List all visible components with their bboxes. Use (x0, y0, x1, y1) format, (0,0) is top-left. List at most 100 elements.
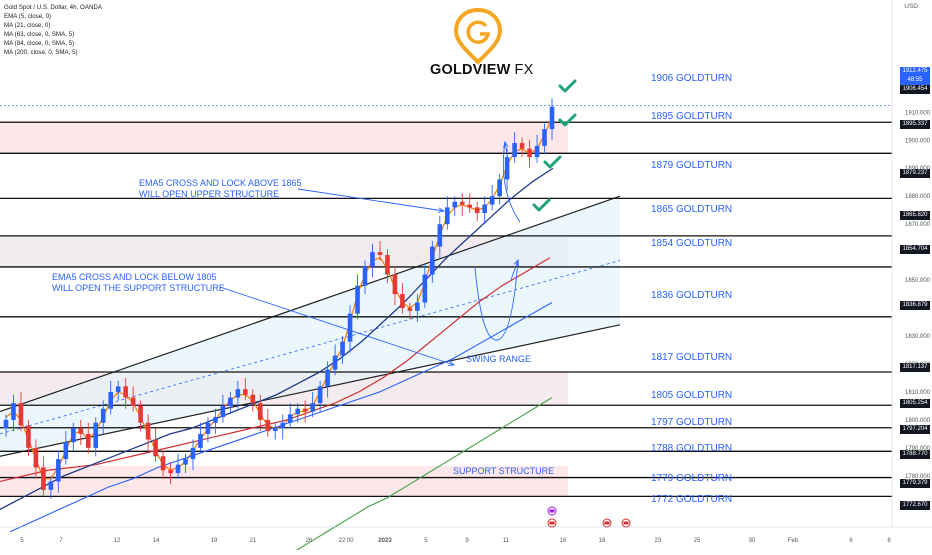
retest-curve-tip-head (503, 140, 509, 148)
bar-countdown: 48:55 (907, 77, 923, 83)
candle-body (138, 405, 143, 423)
candle-body (549, 106, 555, 130)
check-mark-icon (558, 113, 577, 127)
candle-body (519, 143, 525, 149)
indicator-ma200[interactable]: MA (200, close, 0, SMA, 5) (4, 49, 78, 56)
x-tick-label: 25 (694, 538, 701, 544)
candle-body (482, 204, 487, 213)
candle-body (41, 467, 46, 490)
candle-body (310, 403, 315, 412)
candle-body (160, 456, 166, 471)
x-tick-label: 26 (306, 538, 313, 544)
price-tag-1772: 1772.670 (900, 501, 930, 510)
y-tick-label: 1900.000 (905, 138, 931, 144)
candle-body (183, 459, 188, 465)
channel-lower-line (0, 324, 621, 457)
candle-body (123, 386, 128, 398)
indicator-ma63[interactable]: MA (63, close, 0, SMA, 5) (4, 31, 75, 38)
level-label-1805: 1805 GOLDTURN (651, 390, 733, 401)
channel-overlap-zone (0, 235, 568, 267)
candle-body (115, 386, 121, 392)
indicator-ma84[interactable]: MA (84, close, 0, SMA, 5) (4, 40, 75, 47)
resistance-zone (0, 120, 568, 154)
candle-body (220, 405, 226, 418)
symbol-title: Gold Spot / U.S. Dollar, 4h, OANDA (4, 4, 103, 11)
candle-body (78, 428, 84, 434)
y-tick-label: 1910.000 (905, 110, 931, 116)
candle-body (392, 274, 398, 295)
price-tag-1788: 1788.770 (900, 450, 930, 459)
candle-body (33, 447, 39, 468)
price-tag-1805: 1805.254 (900, 399, 930, 408)
level-label-1865: 1865 GOLDTURN (651, 204, 733, 215)
candle-body (93, 422, 99, 448)
y-tick-label: 1790.000 (905, 446, 931, 452)
y-tick-label: 1780.000 (905, 474, 931, 480)
indicator-ma21[interactable]: MA (21, close, 0) (4, 22, 51, 29)
candle-body (71, 428, 76, 443)
price-tag-1797: 1797.204 (900, 425, 930, 434)
candle-body (534, 145, 540, 158)
candle-body (437, 224, 443, 247)
candle-body (11, 403, 16, 420)
level-label-1772: 1772 GOLDTURN (651, 494, 733, 505)
indicator-ema5[interactable]: EMA (5, close, 0) (4, 13, 52, 20)
y-tick-label: 1850.000 (905, 278, 931, 284)
current-price-tag[interactable]: 1912.475 48:55 (900, 67, 930, 85)
support-structure-note: EMA5 CROSS AND LOCK BELOW 1805 WILL OPEN… (52, 272, 225, 294)
x-tick-label: 19 (211, 538, 218, 544)
upper-structure-note: EMA5 CROSS AND LOCK ABOVE 1865 WILL OPEN… (139, 178, 302, 200)
current-price-value: 1912.475 (902, 68, 928, 74)
candle-body (63, 442, 69, 460)
x-tick-label: Feb (788, 538, 799, 544)
x-tick-label: 30 (749, 538, 756, 544)
level-label-1788: 1788 GOLDTURN (651, 443, 733, 454)
candle-body (527, 148, 532, 158)
candle-body (340, 341, 345, 356)
candle-body (295, 408, 300, 415)
support-note-arrow-head (447, 360, 456, 366)
brand-wordmark: GOLDVIEW FX (430, 62, 533, 78)
candle-body (489, 196, 495, 205)
y-tick-label: 1870.000 (905, 222, 931, 228)
candle-body (190, 447, 196, 460)
x-tick-label: 7 (59, 538, 63, 544)
y-tick-label: 1880.000 (905, 194, 931, 200)
ma63-line (0, 167, 554, 510)
event-flag-icon (604, 521, 610, 525)
y-tick-label: 1800.000 (905, 418, 931, 424)
candle-body (422, 274, 428, 303)
upper-note-arrow-head (438, 207, 446, 213)
candle-body (467, 204, 473, 208)
candle-body (205, 422, 211, 434)
candle-body (459, 201, 465, 205)
brand-name: GOLDVIEW (430, 62, 511, 78)
candle-body (452, 201, 458, 208)
candle-body (400, 294, 405, 309)
swing-curve-tip (510, 259, 519, 281)
support-note-arrow (219, 286, 455, 366)
candle-body (100, 408, 106, 423)
candle-body (347, 313, 353, 342)
candle-body (415, 302, 420, 311)
level-label-1836: 1836 GOLDTURN (651, 290, 733, 301)
candle-body (108, 391, 114, 409)
price-tag-1906: 1906.454 (900, 85, 930, 94)
candle-body (377, 252, 383, 255)
candle-body (175, 464, 181, 474)
candle-body (130, 397, 136, 406)
swing-range-label: SWING RANGE (466, 354, 532, 364)
candle-body (407, 308, 413, 311)
lower-note-line-1: EMA5 CROSS AND LOCK BELOW 1805 (52, 272, 217, 282)
candle-body (250, 394, 256, 404)
candle-body (370, 252, 375, 267)
candle-body (153, 439, 158, 457)
support-structure-label: SUPPORT STRUCTURE (453, 466, 555, 476)
swing-curve-tip-head (513, 258, 519, 267)
x-tick-label: 21 (250, 538, 257, 544)
level-label-1797: 1797 GOLDTURN (651, 417, 733, 428)
candle-body (444, 207, 450, 225)
level-label-1854: 1854 GOLDTURN (651, 238, 733, 249)
